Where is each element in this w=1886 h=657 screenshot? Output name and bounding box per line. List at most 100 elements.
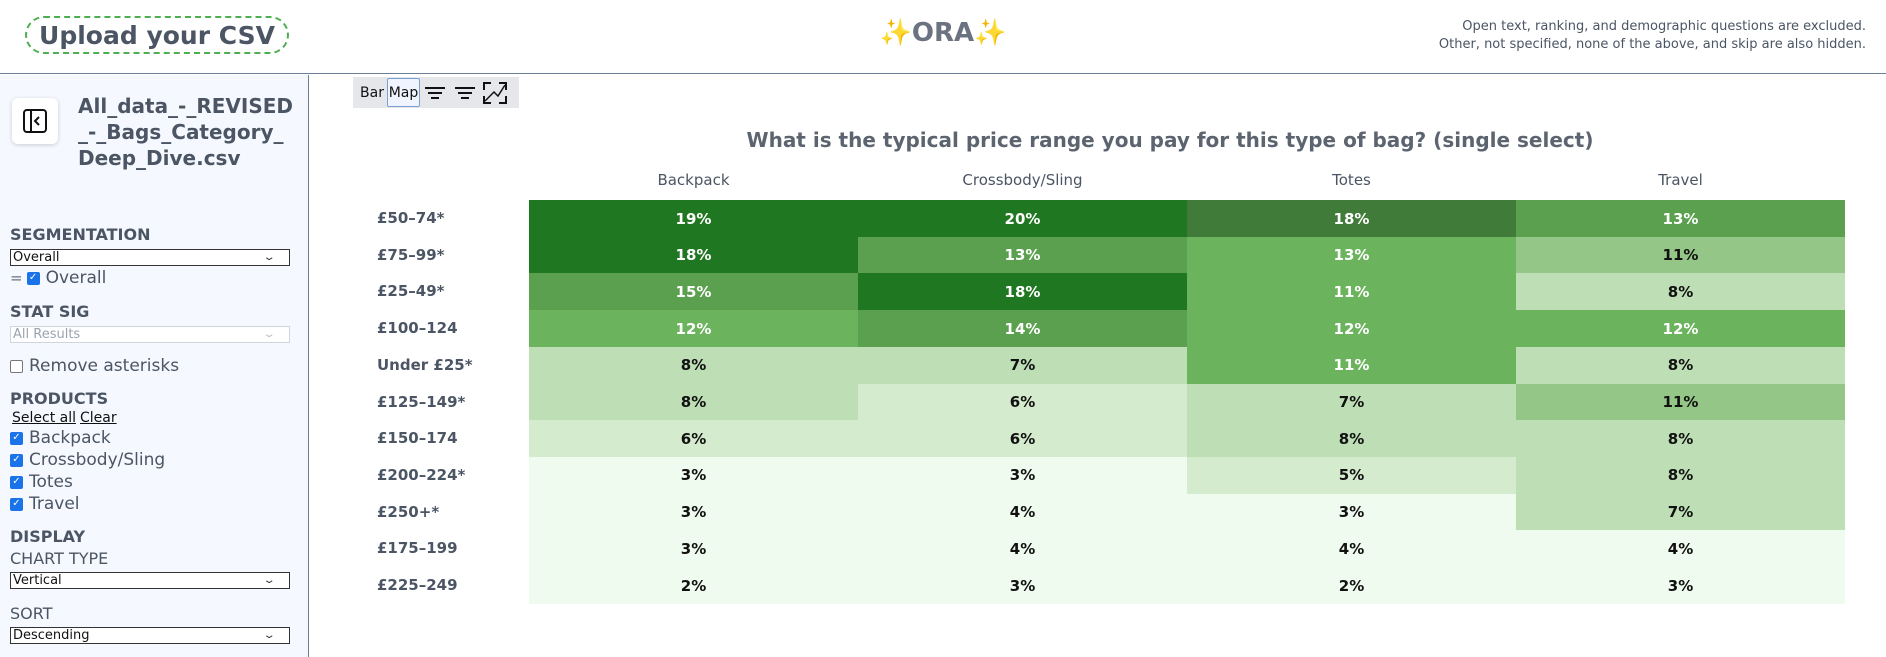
clear-link[interactable]: Clear [80, 410, 117, 426]
product-label: Crossbody/Sling [29, 450, 166, 470]
heatmap-cell: 3% [858, 567, 1187, 605]
heatmap-cell: 11% [1187, 346, 1516, 384]
heatmap-cell: 3% [1187, 493, 1516, 531]
product-label: Travel [29, 494, 80, 514]
heatmap-cell: 4% [858, 530, 1187, 568]
checkbox-checked-icon[interactable]: ✓ [26, 271, 40, 285]
filter-icon[interactable] [450, 78, 480, 107]
bar-view-button[interactable]: Bar [360, 84, 384, 101]
notice-line-1: Open text, ranking, and demographic ques… [1462, 19, 1866, 34]
heatmap-cell: 13% [1516, 200, 1845, 238]
sparkle-icon: ✨ [974, 18, 1007, 48]
heatmap-cell: 7% [1187, 383, 1516, 421]
segment-overall-checkbox[interactable]: = ✓ Overall [10, 268, 106, 288]
heatmap-cell: 4% [1187, 530, 1516, 568]
expand-icon[interactable] [480, 78, 510, 107]
heatmap-cell: 11% [1516, 236, 1845, 274]
heatmap-cell: 18% [1187, 200, 1516, 238]
heatmap-cell: 19% [529, 200, 858, 238]
chart-toolbar: Bar Map [353, 77, 519, 108]
checkbox-unchecked-icon[interactable] [10, 359, 23, 373]
equals-label: = [10, 269, 23, 287]
checkbox-checked-icon[interactable]: ✓ [10, 497, 23, 511]
row-label: £150–174 [377, 429, 458, 448]
heatmap-cell: 15% [529, 273, 858, 311]
product-checkbox-backpack[interactable]: ✓ Backpack [10, 428, 111, 448]
row-label: £250+* [377, 502, 440, 521]
products-heading: PRODUCTS [10, 389, 109, 408]
chevron-down-icon: ⌄ [262, 252, 276, 263]
heatmap-cell: 8% [1187, 420, 1516, 458]
heatmap-cell: 20% [858, 200, 1187, 238]
stat-sig-heading: STAT SIG [10, 302, 90, 321]
sort-label: SORT [10, 604, 53, 623]
product-selection-links: Select all Clear [12, 410, 121, 426]
sort-descending-icon[interactable] [420, 78, 450, 107]
upload-csv-button[interactable]: Upload your CSV [25, 16, 289, 54]
stat-sig-value: All Results [13, 327, 81, 342]
sort-value: Descending [13, 628, 90, 643]
row-label: £75–99* [377, 245, 445, 264]
logo-text: ORA [911, 18, 975, 48]
segmentation-value: Overall [13, 250, 60, 265]
collapse-sidebar-button[interactable] [12, 98, 58, 144]
heatmap-cell: 3% [1516, 567, 1845, 605]
column-header: Travel [1658, 171, 1703, 189]
heatmap-cell: 18% [858, 273, 1187, 311]
heatmap-cell: 5% [1187, 456, 1516, 495]
segmentation-heading: SEGMENTATION [10, 225, 151, 244]
app-header: Upload your CSV ✨ORA✨ Open text, ranking… [0, 0, 1886, 74]
heatmap-cell: 12% [1187, 310, 1516, 348]
product-checkbox-totes[interactable]: ✓ Totes [10, 472, 73, 492]
segment-overall-label: Overall [45, 268, 107, 288]
map-view-button[interactable]: Map [387, 78, 420, 107]
row-label: £100–124 [377, 319, 458, 338]
exclusion-notice: Open text, ranking, and demographic ques… [1439, 18, 1866, 54]
heatmap-cell: 8% [1516, 273, 1845, 311]
heatmap-cell: 8% [529, 383, 858, 421]
select-all-link[interactable]: Select all [12, 410, 76, 426]
heatmap-cell: 14% [858, 310, 1187, 348]
sidebar: All_data_-_REVISED_-_Bags_Category_Deep_… [0, 75, 309, 657]
row-label: £225–249 [377, 576, 458, 594]
heatmap-cell: 11% [1516, 383, 1845, 421]
heatmap-cell: 3% [529, 456, 858, 495]
column-header: Backpack [657, 171, 730, 189]
collapse-left-icon [23, 109, 47, 133]
checkbox-checked-icon[interactable]: ✓ [10, 453, 23, 467]
heatmap-cell: 3% [529, 493, 858, 531]
row-label: £200–224* [377, 465, 466, 484]
heatmap-cell: 6% [858, 420, 1187, 458]
heatmap-cell: 7% [1516, 493, 1845, 531]
file-name: All_data_-_REVISED_-_Bags_Category_Deep_… [78, 94, 294, 170]
product-checkbox-travel[interactable]: ✓ Travel [10, 494, 80, 514]
segmentation-select[interactable]: Overall ⌄ [10, 249, 290, 266]
remove-asterisks-checkbox[interactable]: Remove asterisks [10, 356, 179, 376]
heatmap-cell: 6% [529, 420, 858, 458]
checkbox-checked-icon[interactable]: ✓ [10, 431, 23, 445]
heatmap-cell: 13% [858, 236, 1187, 274]
heatmap-cell: 11% [1187, 273, 1516, 311]
heatmap-cell: 8% [1516, 346, 1845, 384]
heatmap-cell: 7% [858, 346, 1187, 384]
checkbox-checked-icon[interactable]: ✓ [10, 475, 23, 489]
sort-select[interactable]: Descending ⌄ [10, 627, 290, 644]
row-label: £125–149* [377, 392, 466, 411]
row-label: £175–199 [377, 539, 458, 558]
heatmap-cell: 18% [529, 236, 858, 274]
product-label: Totes [29, 472, 73, 492]
stat-sig-select[interactable]: All Results ⌄ [10, 326, 290, 343]
heatmap-cell: 3% [858, 456, 1187, 495]
heatmap-cell: 4% [858, 493, 1187, 531]
heatmap-cell: 8% [529, 346, 858, 384]
chart-type-label: CHART TYPE [10, 549, 109, 568]
sparkle-icon: ✨ [879, 18, 912, 48]
heatmap-cell: 12% [1516, 310, 1845, 348]
product-checkbox-crossbody[interactable]: ✓ Crossbody/Sling [10, 450, 165, 470]
heatmap-cell: 6% [858, 383, 1187, 421]
heatmap-cell: 8% [1516, 456, 1845, 495]
heatmap-cell: 2% [1187, 567, 1516, 605]
column-header: Totes [1332, 171, 1371, 189]
chart-type-select[interactable]: Vertical ⌄ [10, 572, 290, 589]
heatmap-cell: 2% [529, 567, 858, 605]
